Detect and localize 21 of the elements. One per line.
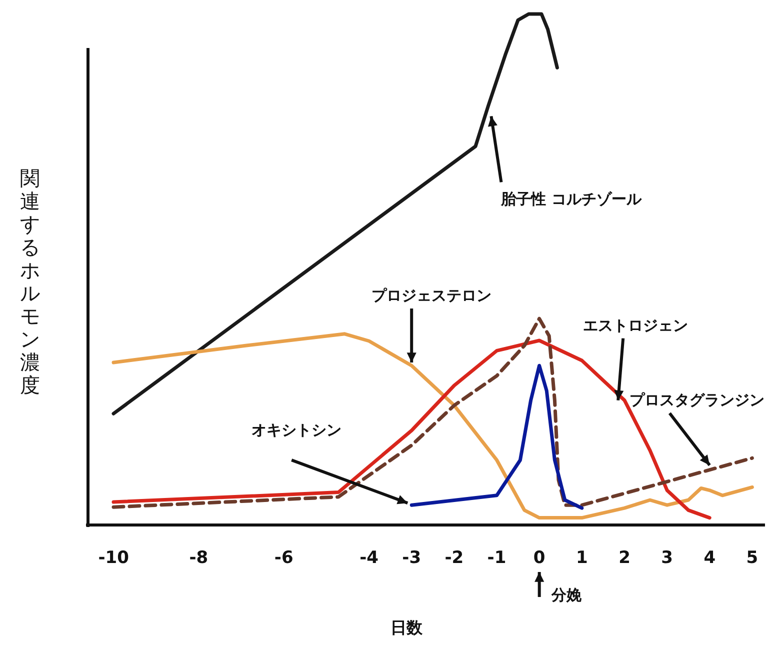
annotation: プロジェステロン bbox=[372, 286, 492, 304]
x-tick-label: 3 bbox=[661, 548, 673, 568]
x-tick-label: 2 bbox=[618, 548, 630, 568]
annotation: 胎子性 コルチゾール bbox=[500, 190, 642, 208]
x-tick-label: -1 bbox=[487, 548, 506, 568]
x-tick-label: -8 bbox=[189, 548, 208, 568]
x-tick-label: -2 bbox=[444, 548, 464, 568]
x-tick-label: -4 bbox=[360, 548, 379, 568]
x-axis-title: 日数 bbox=[390, 618, 424, 637]
x-tick-label: 5 bbox=[746, 548, 758, 568]
annotation: プロスタグランジン bbox=[630, 391, 765, 410]
x-tick-label: 4 bbox=[704, 548, 716, 568]
annotation: オキシトシン bbox=[252, 421, 342, 440]
x-tick-label: -6 bbox=[274, 548, 294, 568]
x-tick-label: 0 bbox=[533, 548, 546, 568]
x-tick-label: -10 bbox=[98, 548, 130, 568]
annotation: エストロジェン bbox=[583, 316, 688, 334]
text: 分娩 bbox=[550, 586, 582, 604]
text: 関連するホルモン濃度 bbox=[20, 166, 40, 397]
x-tick-label: -3 bbox=[402, 548, 422, 568]
x-tick-label: 1 bbox=[576, 548, 588, 568]
